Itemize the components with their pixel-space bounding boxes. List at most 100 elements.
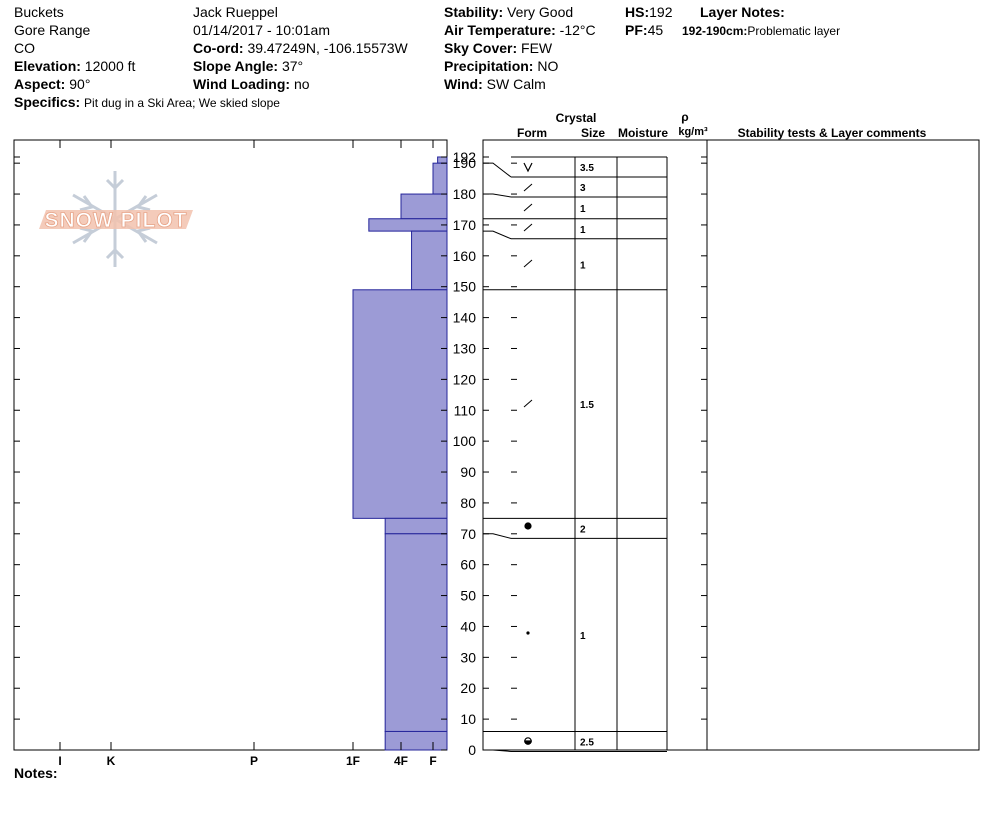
field: Sky Cover: FEW <box>444 40 553 56</box>
label: Aspect: <box>14 76 65 92</box>
field: Stability: Very Good <box>444 4 573 20</box>
header-comments: Stability tests & Layer comments <box>738 126 927 140</box>
grain-size: 2.5 <box>580 737 594 748</box>
value: SW Calm <box>487 76 546 92</box>
y-tick-label: 150 <box>453 279 477 295</box>
hardness-layer <box>384 517 448 535</box>
value: 39.47249N, -106.15573W <box>247 40 408 56</box>
x-tick-label: 4F <box>394 754 408 768</box>
notes-label: Notes: <box>14 765 58 781</box>
field: Wind: SW Calm <box>444 76 546 92</box>
y-tick-label: 110 <box>454 402 477 418</box>
y-tick-label: 0 <box>468 742 476 758</box>
grain-size: 3 <box>580 183 586 194</box>
label: Elevation: <box>14 58 81 74</box>
y-tick-label: 80 <box>460 495 476 511</box>
label: Precipitation: <box>444 58 533 74</box>
value: no <box>294 76 310 92</box>
value: -12°C <box>560 22 596 38</box>
value: 45 <box>648 22 664 38</box>
x-tick-label: F <box>429 754 436 768</box>
hardness-layer <box>384 533 448 732</box>
note-text: Problematic layer <box>747 24 840 38</box>
range: Gore Range <box>14 22 90 38</box>
field: Specifics: Pit dug in a Ski Area; We ski… <box>14 94 280 110</box>
value: FEW <box>521 40 553 56</box>
field: Precipitation: NO <box>444 58 558 74</box>
y-tick-label: 130 <box>453 340 477 356</box>
header-density-unit: kg/m³ <box>678 126 708 138</box>
location: Buckets <box>14 4 64 20</box>
grain-forms <box>523 162 533 745</box>
grain-size: 1 <box>580 631 586 642</box>
value: Pit dug in a Ski Area; We skied slope <box>84 96 280 110</box>
field: Co-ord: 39.47249N, -106.15573W <box>193 40 409 56</box>
header-rho: ρ <box>681 110 688 124</box>
value: NO <box>537 58 558 74</box>
label: PF: <box>625 22 648 38</box>
grain-size: 1 <box>580 260 586 271</box>
datetime: 01/14/2017 - 10:01am <box>193 22 330 38</box>
grain-size: 1 <box>580 204 586 215</box>
x-tick-label: P <box>250 754 258 768</box>
label: Stability: <box>444 4 503 20</box>
field: Air Temperature: -12°C <box>444 22 596 38</box>
y-tick-label: 160 <box>453 248 477 264</box>
field: HS:192 <box>625 4 673 20</box>
field: Aspect: 90° <box>14 76 90 92</box>
label: Wind: <box>444 76 483 92</box>
header-size: Size <box>581 126 605 140</box>
label: Sky Cover: <box>444 40 517 56</box>
depth-connector <box>483 162 512 178</box>
x-tick-label: 1F <box>346 754 360 768</box>
hardness-layer <box>432 162 448 195</box>
grain-size: 1 <box>580 225 586 236</box>
grain-size: 3.5 <box>580 163 594 174</box>
y-tick-label: 120 <box>453 371 477 387</box>
y-tick-label: 180 <box>453 186 477 202</box>
value: 192 <box>649 4 673 20</box>
depth-connector <box>483 533 512 539</box>
note-depth: 192-190cm: <box>682 24 747 38</box>
layer-notes-label: Layer Notes: <box>700 4 785 20</box>
y-tick-label: 10 <box>460 711 476 727</box>
label: Air Temperature: <box>444 22 556 38</box>
y-tick-label: 30 <box>460 649 476 665</box>
y-tick-label: 140 <box>453 310 477 326</box>
logo-text: SNOW PILOT <box>45 209 188 232</box>
grain-size: 1.5 <box>580 400 594 411</box>
value: 90° <box>69 76 90 92</box>
y-tick-label: 90 <box>460 464 476 480</box>
grain-size: 2 <box>580 524 586 535</box>
header-form: Form <box>517 126 547 140</box>
value: 37° <box>282 58 303 74</box>
label: HS: <box>625 4 649 20</box>
y-tick-label: 170 <box>453 217 477 233</box>
value: Very Good <box>507 4 573 20</box>
field: Wind Loading: no <box>193 76 310 92</box>
hardness-layer <box>368 218 448 232</box>
y-tick-label: 190 <box>453 155 477 171</box>
y-tick-label: 192 <box>453 149 477 165</box>
hardness-layer <box>437 156 448 164</box>
field: Slope Angle: 37° <box>193 58 303 74</box>
hardness-layer <box>352 289 448 519</box>
y-tick-label: 70 <box>460 526 476 542</box>
observer: Jack Rueppel <box>193 4 278 20</box>
x-tick-label: I <box>58 754 61 768</box>
state: CO <box>14 40 35 56</box>
y-tick-label: 40 <box>460 618 476 634</box>
field: PF:45 <box>625 22 663 38</box>
header-moisture: Moisture <box>618 126 668 140</box>
layer-note: 192-190cm:Problematic layer <box>682 24 840 38</box>
label: Co-ord: <box>193 40 244 56</box>
y-tick-label: 20 <box>460 680 476 696</box>
value: 12000 ft <box>85 58 136 74</box>
hardness-layer <box>411 230 448 291</box>
y-tick-label: 50 <box>460 588 476 604</box>
label: Specifics: <box>14 94 80 110</box>
x-tick-label: K <box>107 754 116 768</box>
table-frame <box>482 139 980 751</box>
header-crystal: Crystal <box>556 111 597 125</box>
